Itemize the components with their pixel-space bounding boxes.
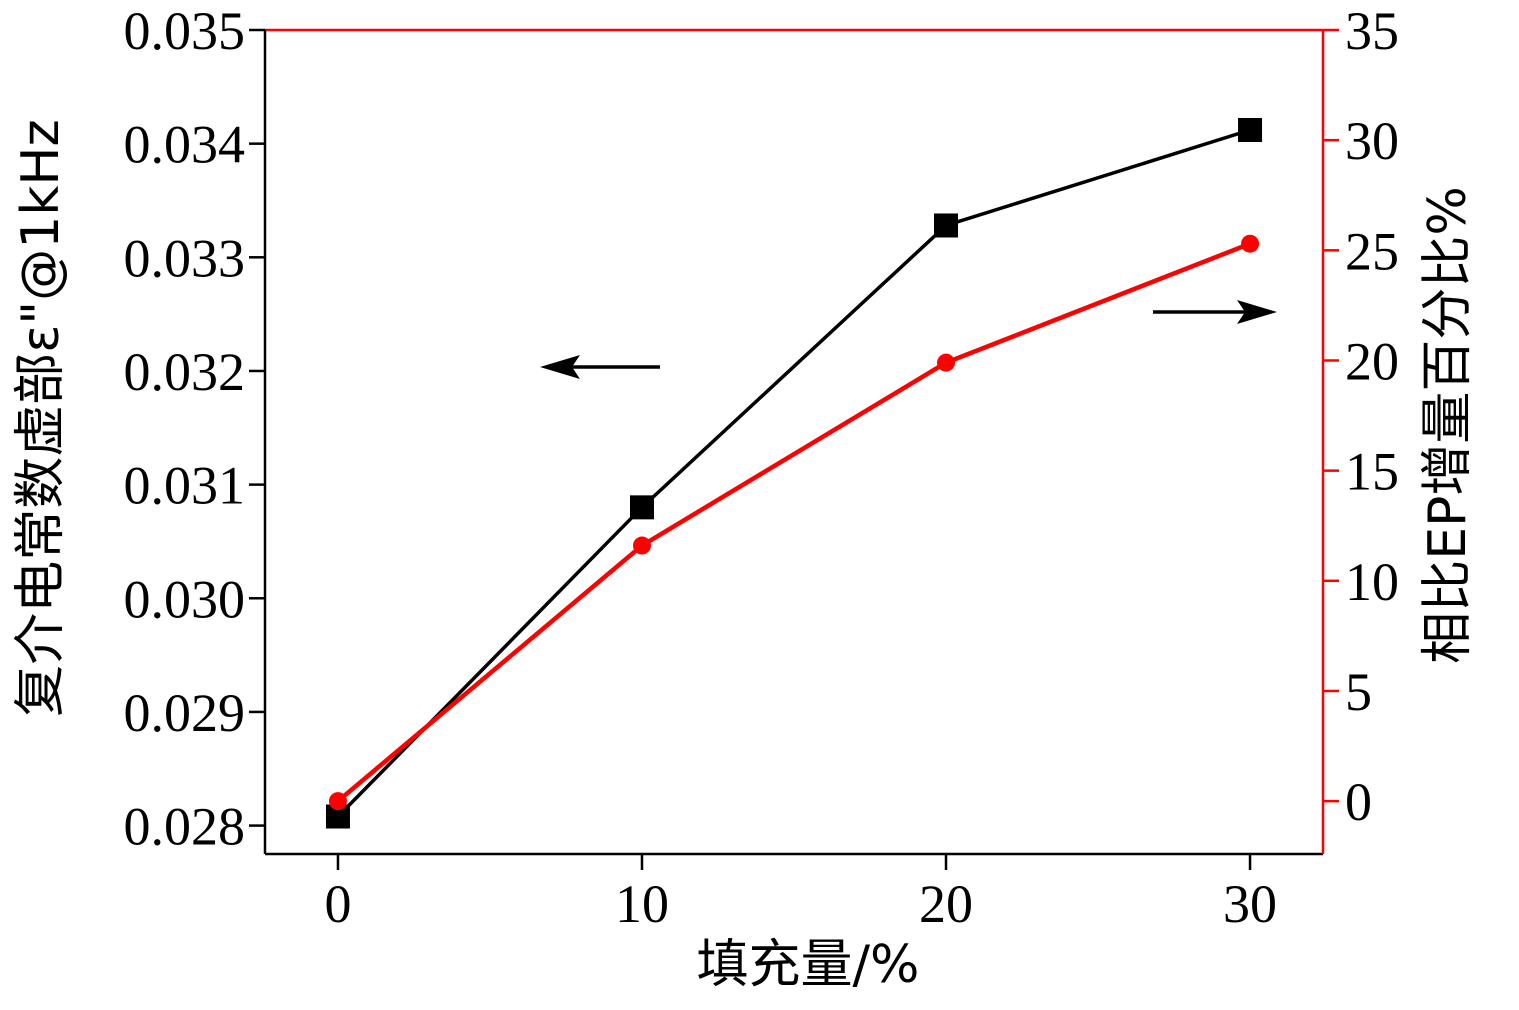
right-y-ticks: 0 5 10 15 20 25 30 35 bbox=[1323, 1, 1399, 832]
point-left-2 bbox=[934, 213, 959, 238]
left-y-tick-label: 0.028 bbox=[124, 797, 246, 857]
right-y-axis-title: 相比EP增量百分比% bbox=[1418, 186, 1478, 664]
left-y-tick-label: 0.031 bbox=[124, 456, 246, 516]
right-y-tick-label: 25 bbox=[1345, 221, 1399, 281]
left-y-tick-label: 0.033 bbox=[124, 228, 246, 288]
x-tick-label: 10 bbox=[615, 874, 669, 934]
right-axis-arrow bbox=[1153, 300, 1277, 324]
left-axis-arrow bbox=[540, 355, 660, 379]
left-y-tick-label: 0.030 bbox=[124, 569, 246, 629]
x-tick-label: 20 bbox=[919, 874, 973, 934]
point-left-3 bbox=[1238, 118, 1263, 143]
right-y-tick-label: 5 bbox=[1345, 662, 1372, 722]
point-right-2 bbox=[937, 353, 956, 372]
right-y-tick-label: 10 bbox=[1345, 552, 1399, 612]
point-right-3 bbox=[1241, 234, 1260, 253]
right-y-tick-label: 15 bbox=[1345, 442, 1399, 502]
right-y-tick-label: 0 bbox=[1345, 772, 1372, 832]
left-y-tick-label: 0.035 bbox=[124, 1, 246, 61]
series-line-left bbox=[336, 128, 1251, 818]
x-tick-label: 30 bbox=[1223, 874, 1277, 934]
point-left-1 bbox=[629, 495, 654, 520]
right-y-tick-label: 35 bbox=[1345, 1, 1399, 61]
left-y-axis-title: 复介电常数虚部ε"@1kHz bbox=[11, 119, 71, 717]
right-y-tick-label: 20 bbox=[1345, 331, 1399, 391]
left-y-tick-label: 0.029 bbox=[124, 683, 246, 743]
series-layer bbox=[325, 118, 1263, 829]
point-right-0 bbox=[328, 792, 347, 811]
x-axis-title: 填充量/% bbox=[697, 935, 920, 995]
left-y-tick-label: 0.032 bbox=[124, 342, 246, 402]
left-y-tick-label: 0.034 bbox=[124, 115, 246, 175]
left-y-ticks: 0.028 0.029 0.030 0.031 0.032 0.033 0.034 0.035 bbox=[124, 1, 265, 857]
x-tick-label: 0 bbox=[324, 874, 351, 934]
x-ticks: 0 10 20 30 bbox=[324, 854, 1277, 934]
point-right-1 bbox=[632, 536, 651, 555]
series-line-right bbox=[336, 241, 1251, 803]
right-y-tick-label: 30 bbox=[1345, 111, 1399, 171]
